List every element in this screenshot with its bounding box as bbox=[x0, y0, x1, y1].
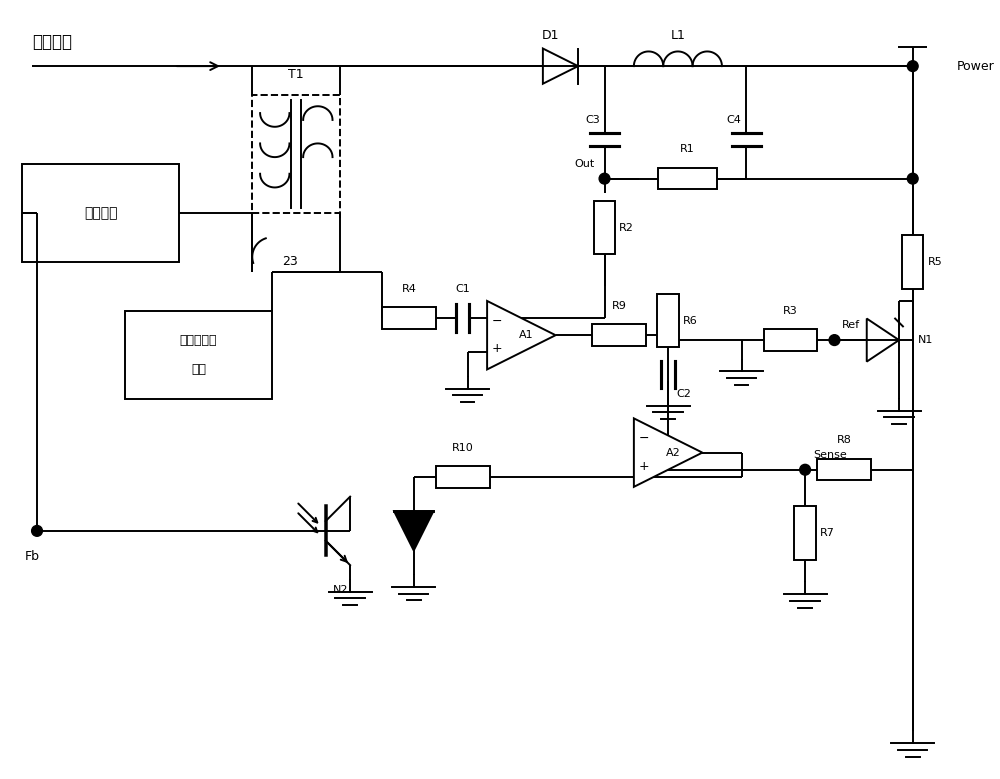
Text: 23: 23 bbox=[282, 256, 297, 268]
Text: T1: T1 bbox=[288, 68, 304, 81]
Text: R5: R5 bbox=[927, 257, 942, 267]
Text: D1: D1 bbox=[542, 29, 559, 41]
Polygon shape bbox=[634, 418, 702, 487]
Polygon shape bbox=[487, 301, 556, 369]
Bar bbox=[657, 294, 679, 347]
Circle shape bbox=[907, 61, 918, 72]
Text: C2: C2 bbox=[676, 389, 691, 399]
Text: Fb: Fb bbox=[25, 551, 40, 563]
Circle shape bbox=[32, 526, 42, 536]
Text: −: − bbox=[638, 432, 649, 446]
Text: C3: C3 bbox=[585, 115, 600, 125]
Text: 显示设备的: 显示设备的 bbox=[180, 333, 217, 347]
Bar bbox=[764, 330, 817, 351]
Text: 主板: 主板 bbox=[191, 363, 206, 376]
Text: A2: A2 bbox=[666, 448, 680, 457]
Text: 控制电路: 控制电路 bbox=[84, 206, 117, 220]
Text: R4: R4 bbox=[401, 284, 416, 294]
Text: Power: Power bbox=[957, 60, 995, 72]
Text: +: + bbox=[638, 460, 649, 473]
Bar bbox=[252, 96, 340, 213]
Text: R6: R6 bbox=[683, 315, 698, 326]
Circle shape bbox=[800, 464, 810, 475]
Bar bbox=[594, 201, 615, 255]
Text: −: − bbox=[492, 315, 502, 328]
Text: L1: L1 bbox=[670, 29, 685, 41]
Bar bbox=[125, 311, 272, 399]
Bar bbox=[592, 324, 646, 346]
Text: C1: C1 bbox=[455, 284, 470, 294]
Text: C4: C4 bbox=[727, 115, 742, 125]
Polygon shape bbox=[394, 511, 433, 551]
Circle shape bbox=[599, 173, 610, 184]
Text: R3: R3 bbox=[783, 305, 798, 315]
Bar bbox=[817, 459, 871, 481]
Bar bbox=[22, 164, 179, 262]
Text: N1: N1 bbox=[918, 335, 933, 345]
Text: R2: R2 bbox=[619, 223, 634, 233]
Text: R1: R1 bbox=[680, 144, 695, 154]
Bar bbox=[382, 307, 436, 329]
Text: R7: R7 bbox=[820, 528, 835, 538]
Circle shape bbox=[907, 173, 918, 184]
Text: R8: R8 bbox=[837, 435, 852, 446]
Text: Out: Out bbox=[574, 159, 595, 169]
Text: Ref: Ref bbox=[842, 320, 860, 330]
Text: Sense: Sense bbox=[813, 450, 847, 460]
Text: N2: N2 bbox=[333, 585, 348, 594]
Text: A1: A1 bbox=[519, 330, 534, 340]
Bar bbox=[658, 168, 717, 189]
Text: R9: R9 bbox=[612, 301, 627, 311]
Text: 直流电压: 直流电压 bbox=[32, 33, 72, 51]
Circle shape bbox=[829, 335, 840, 345]
Text: +: + bbox=[492, 343, 502, 355]
Text: R10: R10 bbox=[452, 442, 474, 453]
Bar bbox=[902, 235, 923, 289]
Bar bbox=[794, 506, 816, 560]
Bar bbox=[436, 467, 490, 488]
